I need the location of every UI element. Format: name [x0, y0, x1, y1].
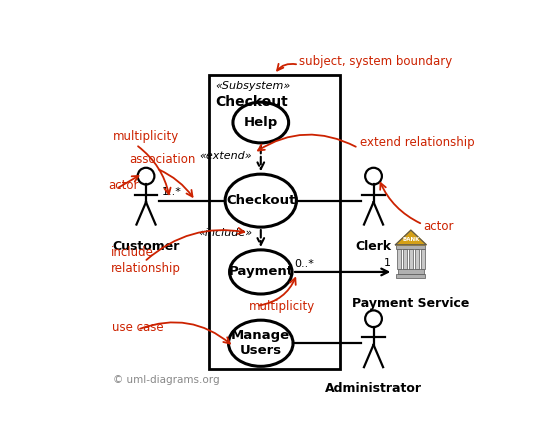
Text: Customer: Customer: [112, 240, 180, 253]
Ellipse shape: [233, 102, 289, 143]
Bar: [415, 249, 418, 269]
Bar: [396, 245, 426, 249]
Text: Administrator: Administrator: [325, 382, 422, 395]
Text: actor: actor: [109, 179, 139, 192]
Text: multiplicity: multiplicity: [113, 130, 179, 142]
Text: use case: use case: [112, 321, 164, 334]
Bar: [397, 249, 401, 269]
Text: association: association: [129, 153, 195, 166]
Text: Checkout: Checkout: [226, 194, 295, 207]
Text: Clerk: Clerk: [355, 240, 391, 253]
Text: actor: actor: [423, 220, 453, 232]
Ellipse shape: [230, 250, 292, 294]
Text: multiplicity: multiplicity: [249, 300, 315, 314]
Text: Manage
Users: Manage Users: [231, 329, 291, 357]
Text: «extend»: «extend»: [200, 152, 252, 161]
Bar: [421, 249, 424, 269]
Text: Checkout: Checkout: [215, 95, 288, 109]
Text: 0..*: 0..*: [295, 259, 315, 269]
Text: Payment: Payment: [228, 265, 293, 278]
Text: © uml-diagrams.org: © uml-diagrams.org: [113, 374, 220, 385]
Text: include
relationship: include relationship: [111, 246, 181, 275]
Text: «include»: «include»: [198, 228, 252, 238]
Bar: [396, 274, 426, 278]
Text: BANK: BANK: [402, 237, 420, 242]
Text: 1..*: 1..*: [161, 187, 181, 197]
Text: Payment Service: Payment Service: [352, 297, 470, 310]
Text: «Subsystem»: «Subsystem»: [215, 81, 290, 91]
Polygon shape: [395, 230, 427, 245]
Bar: [209, 75, 340, 369]
Text: 1: 1: [384, 258, 391, 268]
Text: Help: Help: [244, 116, 278, 129]
Text: extend relationship: extend relationship: [360, 136, 475, 149]
Ellipse shape: [225, 174, 296, 227]
Ellipse shape: [228, 320, 293, 366]
Bar: [403, 249, 407, 269]
Bar: [409, 249, 413, 269]
Text: subject, system boundary: subject, system boundary: [299, 55, 452, 68]
Bar: [398, 269, 424, 274]
